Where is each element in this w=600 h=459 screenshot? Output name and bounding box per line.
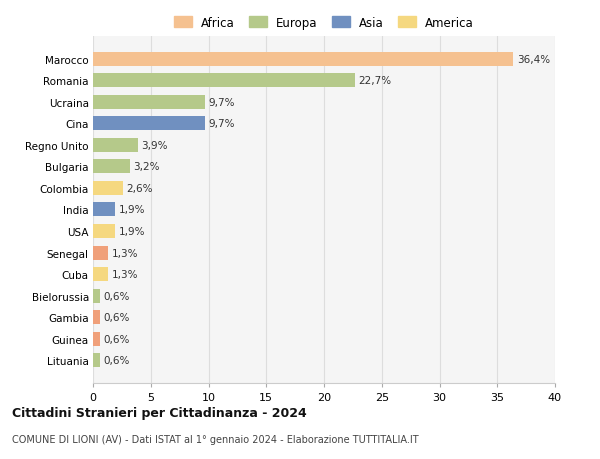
Text: 1,9%: 1,9% xyxy=(118,226,145,236)
Text: 2,6%: 2,6% xyxy=(127,184,153,194)
Text: 0,6%: 0,6% xyxy=(103,356,130,365)
Bar xyxy=(93,52,514,67)
Text: 9,7%: 9,7% xyxy=(209,97,235,107)
Text: 1,3%: 1,3% xyxy=(112,269,138,280)
Bar xyxy=(93,353,100,368)
Text: 36,4%: 36,4% xyxy=(517,55,550,64)
Bar xyxy=(93,74,355,88)
Text: 1,3%: 1,3% xyxy=(112,248,138,258)
Bar xyxy=(93,139,138,152)
Text: 0,6%: 0,6% xyxy=(103,291,130,301)
Bar xyxy=(93,246,108,260)
Bar xyxy=(93,117,205,131)
Text: 9,7%: 9,7% xyxy=(209,119,235,129)
Bar xyxy=(93,95,205,109)
Legend: Africa, Europa, Asia, America: Africa, Europa, Asia, America xyxy=(170,13,478,33)
Text: COMUNE DI LIONI (AV) - Dati ISTAT al 1° gennaio 2024 - Elaborazione TUTTITALIA.I: COMUNE DI LIONI (AV) - Dati ISTAT al 1° … xyxy=(12,434,419,444)
Bar xyxy=(93,289,100,303)
Bar xyxy=(93,311,100,325)
Text: Cittadini Stranieri per Cittadinanza - 2024: Cittadini Stranieri per Cittadinanza - 2… xyxy=(12,406,307,419)
Bar xyxy=(93,160,130,174)
Text: 3,2%: 3,2% xyxy=(133,162,160,172)
Bar xyxy=(93,332,100,346)
Bar xyxy=(93,181,123,196)
Text: 22,7%: 22,7% xyxy=(359,76,392,86)
Text: 1,9%: 1,9% xyxy=(118,205,145,215)
Bar xyxy=(93,203,115,217)
Bar xyxy=(93,268,108,281)
Text: 0,6%: 0,6% xyxy=(103,334,130,344)
Text: 3,9%: 3,9% xyxy=(142,140,168,151)
Text: 0,6%: 0,6% xyxy=(103,313,130,323)
Bar xyxy=(93,224,115,239)
